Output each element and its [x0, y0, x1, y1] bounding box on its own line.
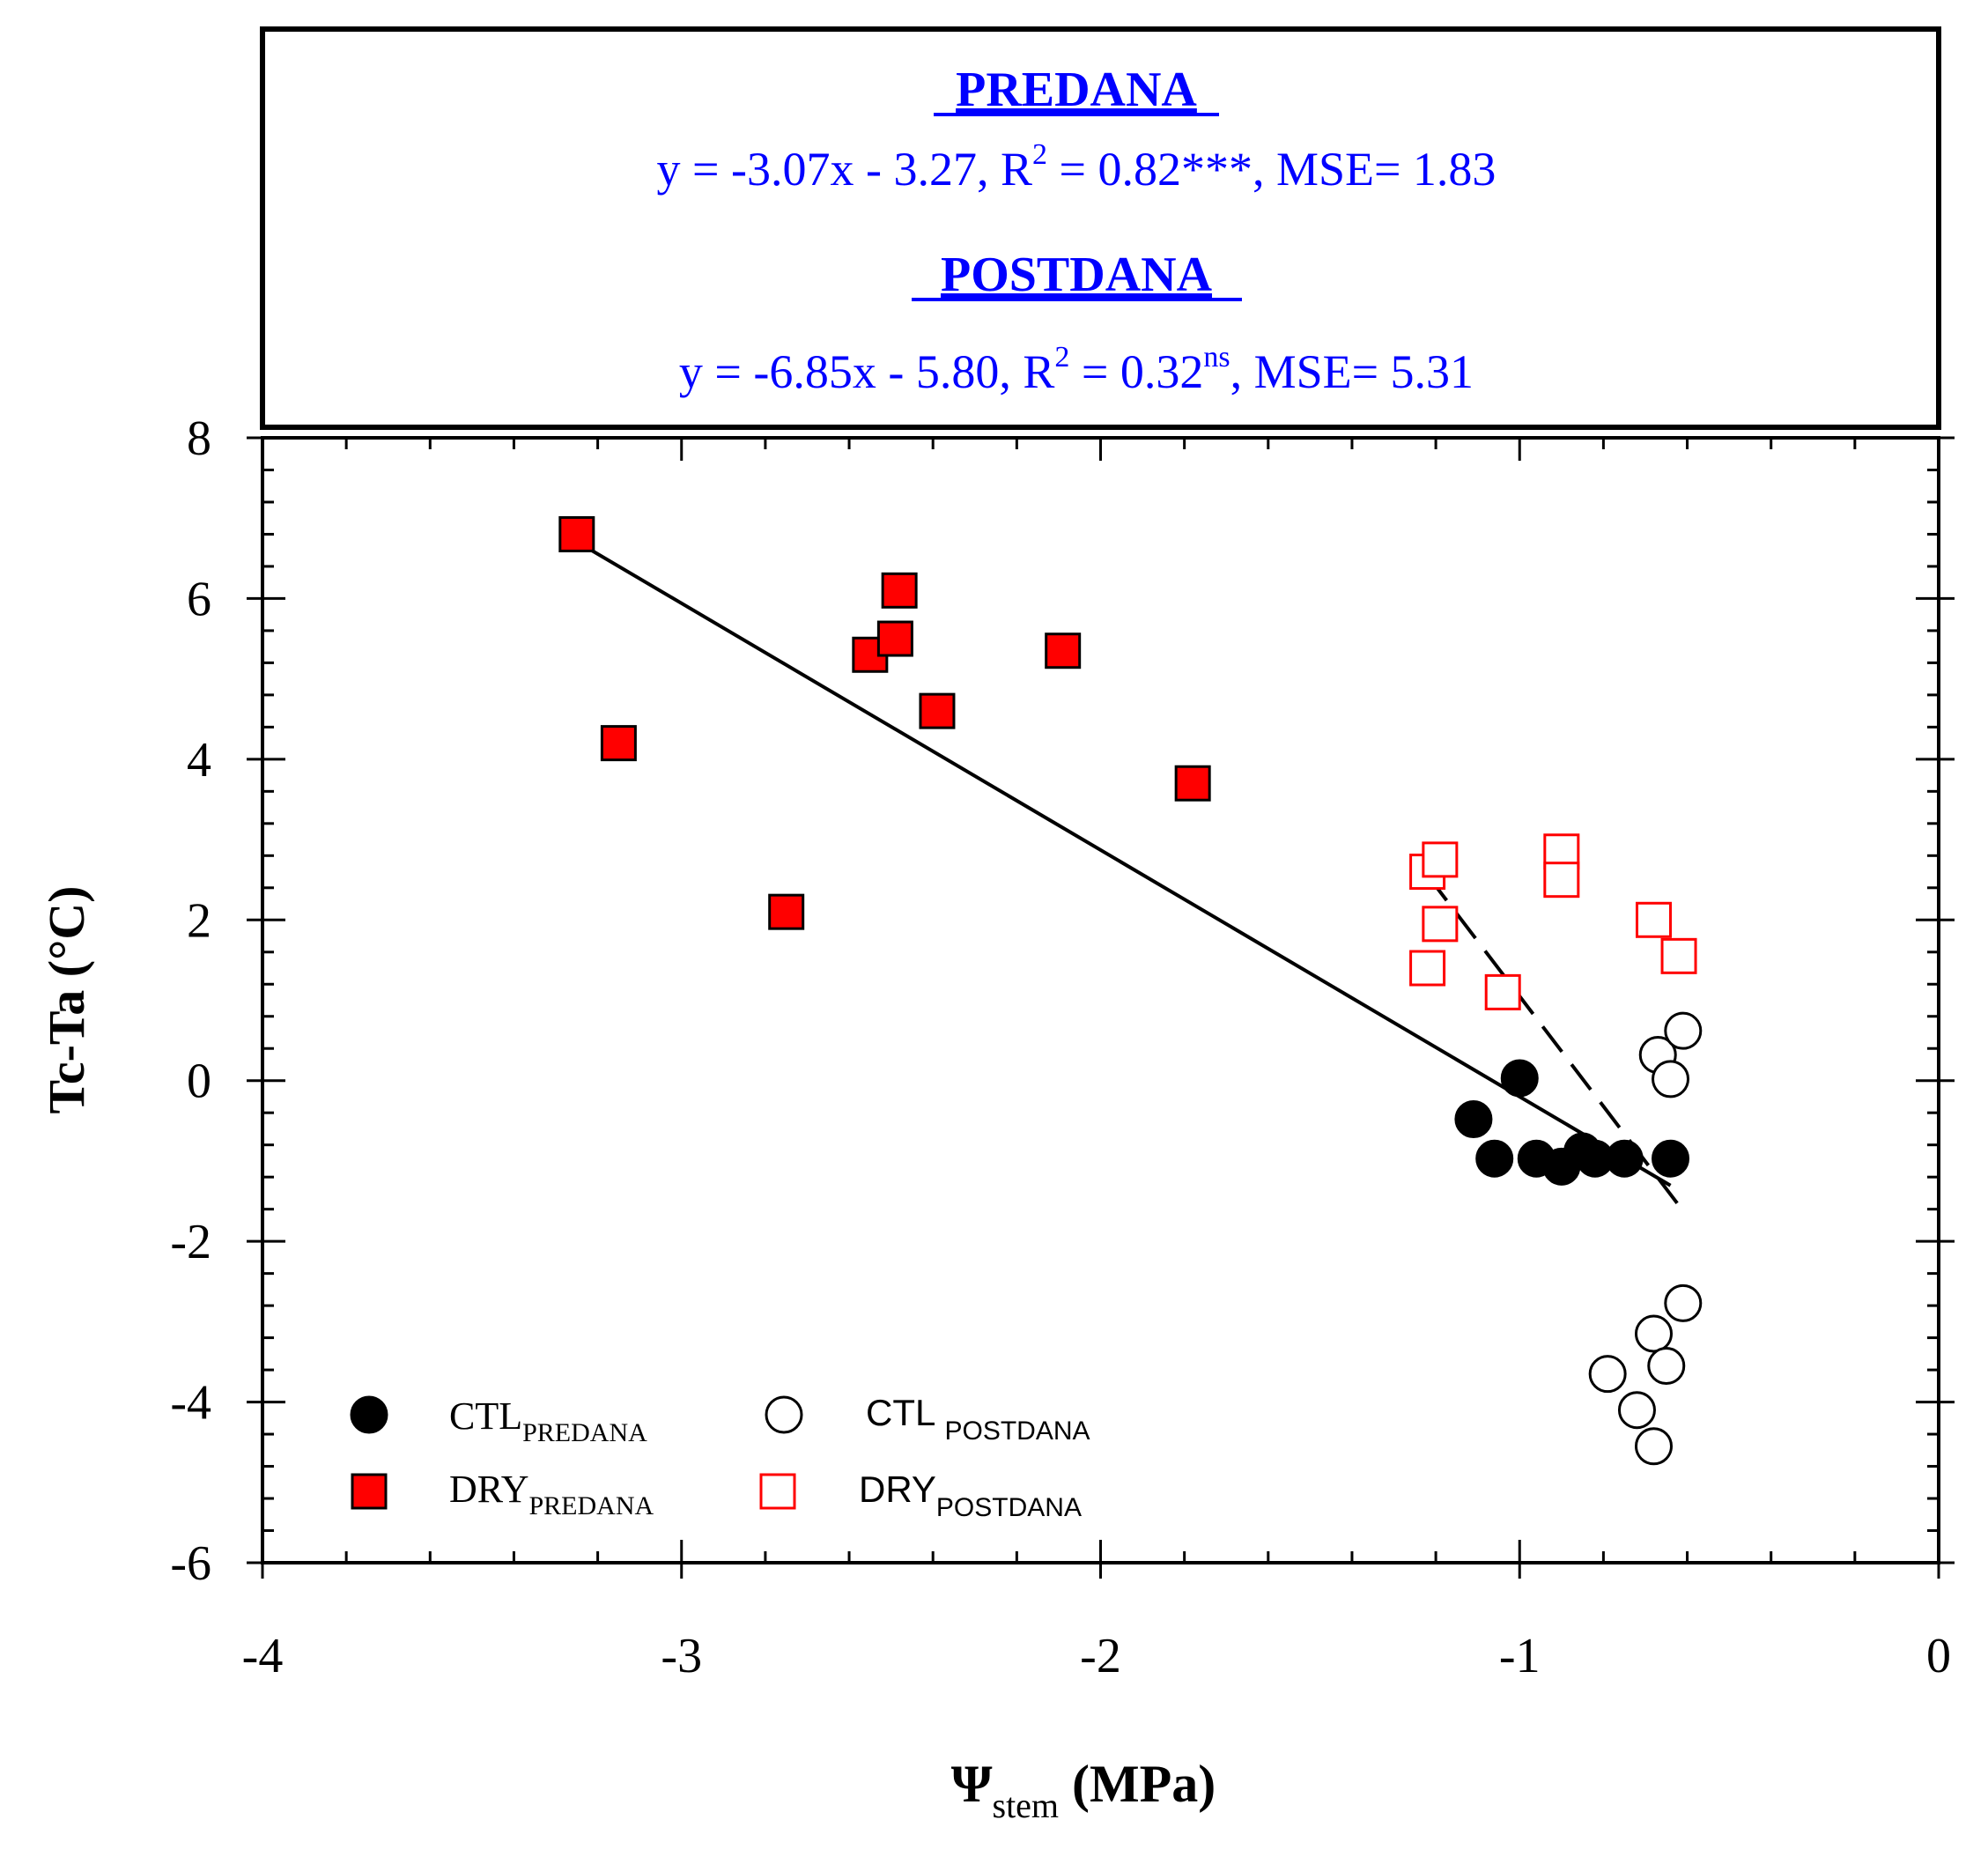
data-point — [600, 725, 637, 762]
postdana-eq-main: y = -6.85x - 5.80, R — [679, 345, 1054, 398]
data-point — [1422, 841, 1459, 878]
legend-label-ctl-postdana: CTL POSTDANA — [866, 1392, 1090, 1446]
x-axis-unit: (MPa) — [1059, 1755, 1216, 1813]
legend-main-dry-predana: DRY — [449, 1468, 528, 1511]
data-point — [881, 572, 918, 609]
legend-marker-dry-predana — [351, 1473, 388, 1510]
data-points — [558, 515, 1703, 1466]
legend: CTLPREDANA CTL POSTDANA DRYPREDANA DRYPO… — [350, 1392, 1090, 1522]
y-tick-label: -6 — [170, 1536, 211, 1591]
data-point — [1617, 1391, 1656, 1430]
legend-main-ctl-predana: CTL — [449, 1394, 522, 1438]
legend-sub-dry-postdana: POSTDANA — [936, 1493, 1082, 1522]
y-tick-label: 0 — [187, 1054, 211, 1109]
x-tick-label: -4 — [242, 1629, 284, 1683]
postdana-eq-mid: = 0.32 — [1069, 345, 1203, 398]
equation-box-frame — [260, 26, 1941, 430]
series-dry-predana — [558, 515, 1211, 930]
legend-marker-ctl-postdana — [765, 1395, 803, 1434]
data-point — [1605, 1139, 1644, 1178]
series-ctl-predana — [1454, 1059, 1690, 1186]
x-axis-subscript: stem — [993, 1786, 1060, 1825]
y-axis-label: Tc-Ta (°C) — [38, 886, 95, 1114]
x-tick-label: 0 — [1926, 1629, 1951, 1683]
data-point — [1484, 973, 1521, 1010]
postdana-heading: POSTDANA — [941, 248, 1213, 302]
predana-equation: y = -3.07x - 3.27, R2 = 0.82***, MSE= 1.… — [657, 138, 1497, 196]
data-point — [1634, 1314, 1673, 1353]
data-point — [1454, 1099, 1493, 1138]
data-point — [1543, 862, 1580, 899]
y-tick-label: 2 — [187, 893, 211, 948]
legend-label-dry-postdana: DRYPOSTDANA — [859, 1468, 1082, 1522]
legend-marker-ctl-predana — [350, 1395, 388, 1434]
legend-label-ctl-predana: CTLPREDANA — [449, 1394, 647, 1447]
data-point — [1660, 937, 1697, 974]
legend-sub-ctl-postdana: POSTDANA — [944, 1416, 1090, 1446]
series-ctl-postdana — [1588, 1011, 1703, 1466]
predana-eq-rest: = 0.82***, MSE= 1.83 — [1047, 143, 1496, 196]
y-tick-label: -4 — [170, 1376, 211, 1431]
data-point — [1664, 1011, 1703, 1050]
y-tick-label: 6 — [187, 572, 211, 626]
x-tick-label: -2 — [1080, 1629, 1121, 1683]
postdana-equation: y = -6.85x - 5.80, R2 = 0.32ns, MSE= 5.3… — [679, 341, 1474, 398]
legend-main-dry-postdana: DRY — [859, 1468, 936, 1510]
data-point — [1664, 1283, 1703, 1322]
postdana-eq-tail: , MSE= 5.31 — [1230, 345, 1474, 398]
data-point — [1475, 1139, 1514, 1178]
predana-fit-line — [575, 540, 1672, 1187]
x-tick-label: -1 — [1499, 1629, 1541, 1683]
data-point — [1422, 906, 1459, 943]
y-tick-label: -2 — [170, 1215, 211, 1269]
x-axis-symbol: Ψ — [951, 1755, 993, 1813]
data-point — [876, 620, 913, 657]
data-point — [1409, 950, 1446, 987]
predana-eq-sup: 2 — [1032, 138, 1047, 171]
data-point — [1652, 1060, 1690, 1098]
y-tick-label: 8 — [187, 411, 211, 466]
legend-entry-dry-postdana: DRYPOSTDANA — [759, 1468, 1082, 1522]
predana-heading: PREDANA — [956, 63, 1197, 117]
data-point — [1647, 1347, 1686, 1386]
series-dry-postdana — [1409, 833, 1697, 1010]
postdana-eq-sup: 2 — [1054, 341, 1069, 374]
data-point — [1652, 1139, 1690, 1178]
predana-eq-main: y = -3.07x - 3.27, R — [657, 143, 1032, 196]
data-point — [1045, 632, 1082, 669]
legend-label-dry-predana: DRYPREDANA — [449, 1468, 654, 1520]
data-point — [1635, 901, 1672, 938]
axis-ticks: -4 -3 -2 -1 0 -6 -4 -2 0 2 4 6 8 — [170, 411, 1955, 1683]
legend-entry-ctl-postdana: CTL POSTDANA — [765, 1392, 1090, 1446]
data-point — [768, 893, 805, 930]
legend-marker-dry-postdana — [759, 1473, 796, 1510]
legend-entry-dry-predana: DRYPREDANA — [351, 1468, 654, 1520]
data-point — [919, 692, 956, 729]
data-point — [558, 515, 595, 552]
data-point — [1588, 1355, 1627, 1394]
equation-box: PREDANA y = -3.07x - 3.27, R2 = 0.82***,… — [260, 26, 1941, 430]
legend-entry-ctl-predana: CTLPREDANA — [350, 1394, 647, 1447]
fit-lines — [575, 540, 1685, 1212]
legend-sub-ctl-predana: PREDANA — [522, 1418, 647, 1447]
data-point — [1174, 765, 1211, 802]
x-tick-label: -3 — [661, 1629, 702, 1683]
legend-sub-dry-predana: PREDANA — [528, 1491, 654, 1520]
postdana-eq-sup2: ns — [1203, 341, 1230, 374]
x-axis-label: Ψstem (MPa) — [951, 1755, 1216, 1825]
data-point — [1500, 1059, 1539, 1098]
data-point — [1634, 1427, 1673, 1466]
legend-main-ctl-postdana: CTL — [866, 1392, 944, 1433]
y-tick-label: 4 — [187, 733, 211, 788]
